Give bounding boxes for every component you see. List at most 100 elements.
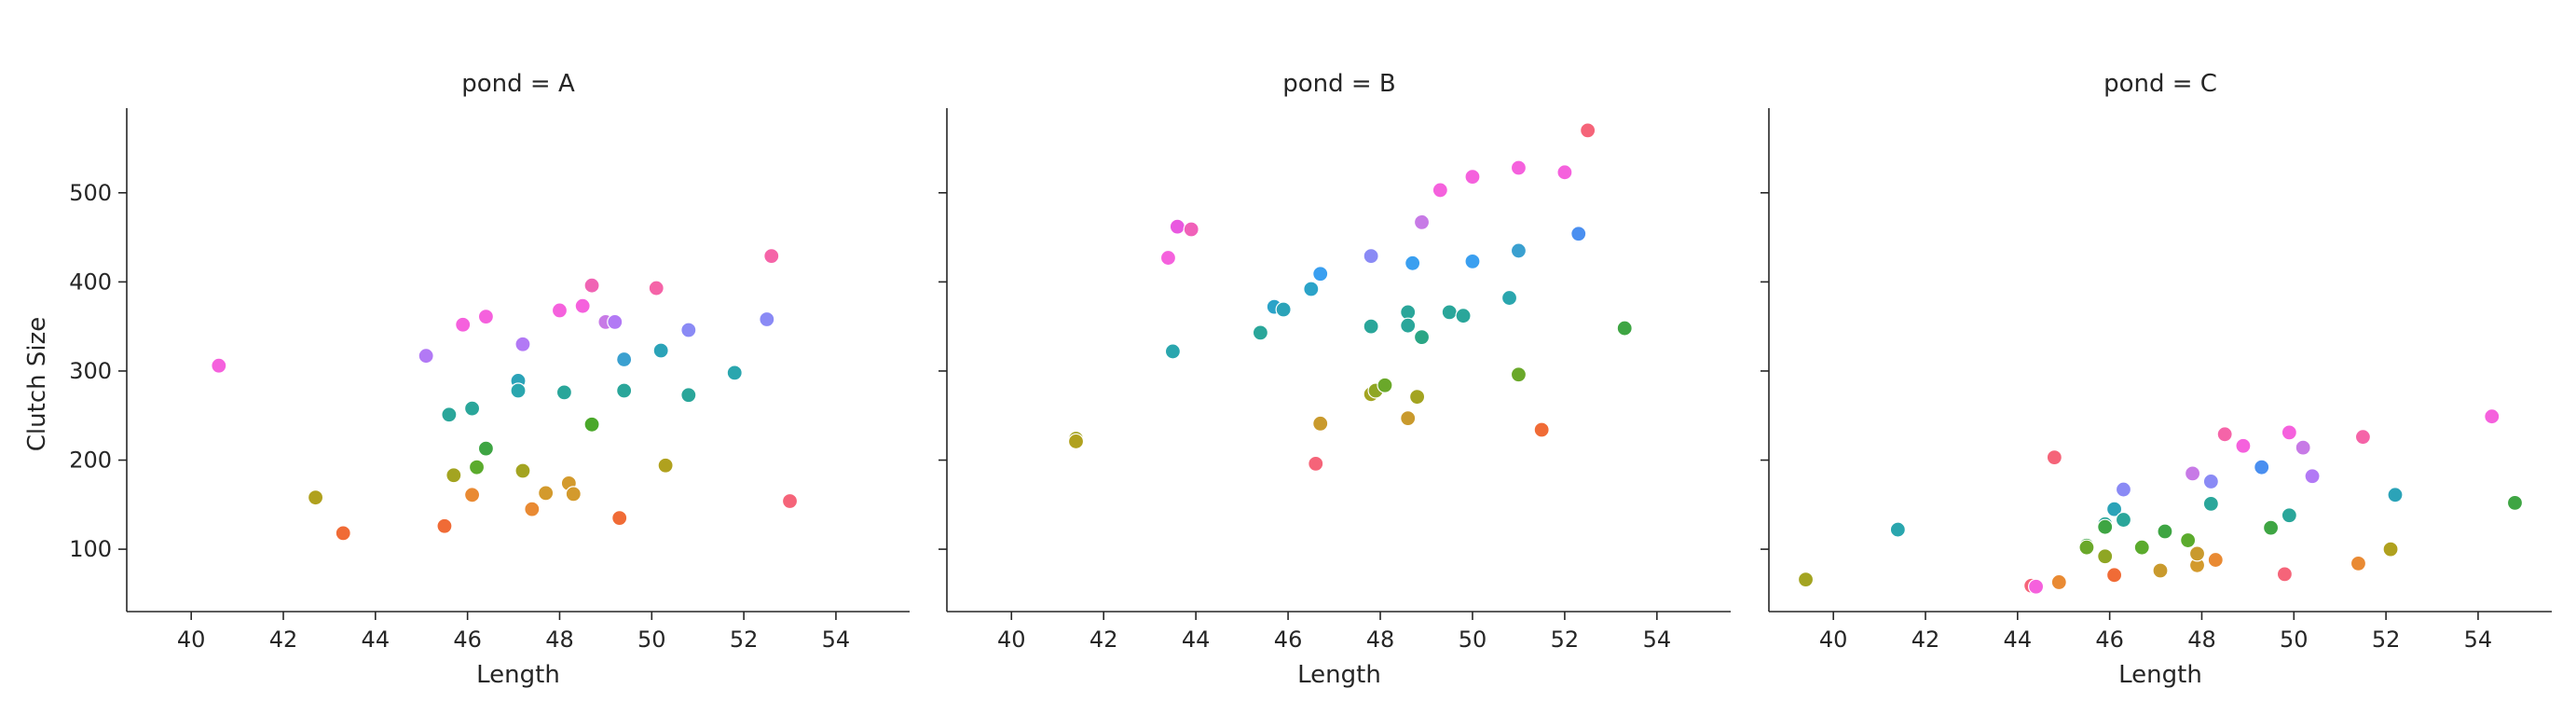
scatter-point-b — [1164, 343, 1182, 360]
scatter-point-b — [1413, 329, 1431, 346]
x-tick-label-a: 40 — [177, 626, 206, 653]
scatter-point-a — [436, 517, 453, 534]
scatter-point-a — [781, 492, 799, 510]
scatter-point-b — [1580, 122, 1596, 139]
x-tick-label-c: 46 — [2095, 626, 2124, 653]
scatter-point-c — [2115, 481, 2132, 498]
x-tick-label-c: 42 — [1911, 626, 1940, 653]
x-tick-label-b: 52 — [1551, 626, 1580, 653]
scatter-point-b — [1464, 253, 1481, 269]
scatter-point-c — [1797, 571, 1815, 588]
scatter-point-a — [538, 485, 555, 502]
scatter-point-a — [211, 357, 227, 374]
x-tick-label-c: 48 — [2187, 626, 2216, 653]
scatter-point-c — [2281, 424, 2297, 441]
scatter-point-b — [1400, 410, 1417, 427]
x-axis-label-a: Length — [476, 661, 560, 689]
scatter-point-c — [2262, 519, 2280, 536]
scatter-point-b — [1308, 455, 1324, 472]
scatter-point-b — [1404, 255, 1421, 271]
scatter-point-a — [477, 440, 495, 457]
scatter-point-a — [763, 248, 780, 265]
scatter-point-a — [607, 313, 623, 330]
scatter-point-c — [2184, 465, 2201, 482]
x-tick-label-a: 44 — [362, 626, 391, 653]
scatter-point-a — [616, 382, 633, 399]
scatter-point-c — [2506, 494, 2524, 511]
scatter-point-a — [555, 384, 573, 401]
scatter-point-c — [2152, 562, 2169, 579]
scatter-point-c — [2115, 511, 2132, 529]
scatter-point-b — [1533, 421, 1550, 438]
scatter-point-a — [514, 462, 531, 479]
scatter-point-b — [1183, 221, 1199, 238]
facet-panel-b: pond = B Length 40 42 44 46 48 50 52 54 — [939, 70, 1731, 689]
scatter-point-c — [2484, 408, 2501, 425]
facet-title-a: pond = A — [461, 70, 575, 98]
scatter-point-b — [1510, 159, 1528, 176]
scatter-point-c — [2354, 429, 2372, 446]
scatter-point-a — [652, 342, 669, 359]
scatter-point-a — [551, 302, 569, 319]
x-tick-label-b: 54 — [1643, 626, 1672, 653]
scatter-point-b — [1159, 249, 1177, 267]
x-tick-label-b: 50 — [1459, 626, 1487, 653]
x-tick-label-a: 42 — [269, 626, 298, 653]
scatter-point-c — [2097, 548, 2114, 565]
facet-title-c: pond = C — [2103, 70, 2217, 98]
scatter-point-c — [2133, 539, 2150, 556]
y-tick-label: 300 — [69, 358, 112, 384]
scatter-point-c — [2295, 439, 2311, 456]
scatter-point-a — [583, 416, 600, 433]
x-tick-label-c: 52 — [2372, 626, 2401, 653]
scatter-point-b — [1067, 433, 1085, 450]
scatter-point-b — [1432, 182, 1448, 199]
scatter-point-b — [1500, 289, 1518, 307]
scatter-point-a — [477, 309, 495, 325]
scatter-point-a — [455, 316, 472, 333]
x-tick-label-a: 50 — [637, 626, 666, 653]
scatter-point-a — [616, 351, 633, 368]
scatter-point-b — [1400, 304, 1417, 321]
x-tick-label-a: 48 — [545, 626, 574, 653]
scatter-point-b — [1363, 318, 1379, 335]
scatter-point-c — [2382, 541, 2399, 558]
scatter-point-a — [648, 280, 665, 296]
scatter-point-b — [1169, 218, 1185, 235]
x-axis-label-b: Length — [1297, 661, 1381, 689]
scatter-point-a — [680, 322, 697, 338]
scatter-point-b — [1363, 248, 1379, 265]
scatter-point-b — [1455, 308, 1472, 324]
scatter-point-b — [1312, 415, 1329, 432]
scatter-point-c — [2235, 437, 2252, 454]
scatter-point-c — [2276, 566, 2294, 583]
scatter-point-c — [2180, 531, 2197, 549]
scatter-point-c — [2207, 551, 2224, 569]
scatter-point-c — [2105, 567, 2123, 584]
scatter-point-a — [468, 459, 486, 475]
scatter-point-b — [1441, 304, 1458, 321]
scatter-point-c — [2097, 518, 2114, 535]
scatter-point-b — [1616, 320, 1633, 337]
x-tick-label-c: 44 — [2004, 626, 2033, 653]
scatter-point-b — [1252, 324, 1269, 341]
scatter-point-a — [445, 467, 462, 484]
scatter-point-a — [418, 348, 434, 365]
scatter-point-a — [680, 387, 697, 404]
scatter-point-c — [2216, 426, 2233, 443]
scatter-point-b — [1510, 242, 1528, 259]
y-tick-label: 200 — [69, 448, 112, 474]
scatter-point-c — [2350, 555, 2367, 571]
scatter-point-c — [2202, 495, 2219, 512]
scatter-point-a — [574, 297, 591, 314]
x-tick-label-b: 46 — [1274, 626, 1303, 653]
x-tick-label-a: 54 — [822, 626, 851, 653]
x-tick-label-a: 52 — [730, 626, 759, 653]
scatter-point-a — [565, 486, 582, 503]
scatter-point-c — [2027, 578, 2045, 595]
scatter-point-c — [2254, 459, 2270, 475]
scatter-point-b — [1312, 266, 1329, 282]
scatter-point-b — [1570, 226, 1587, 242]
facet-panel-c: pond = C Length 40 42 44 46 48 50 52 54 — [1761, 70, 2552, 689]
